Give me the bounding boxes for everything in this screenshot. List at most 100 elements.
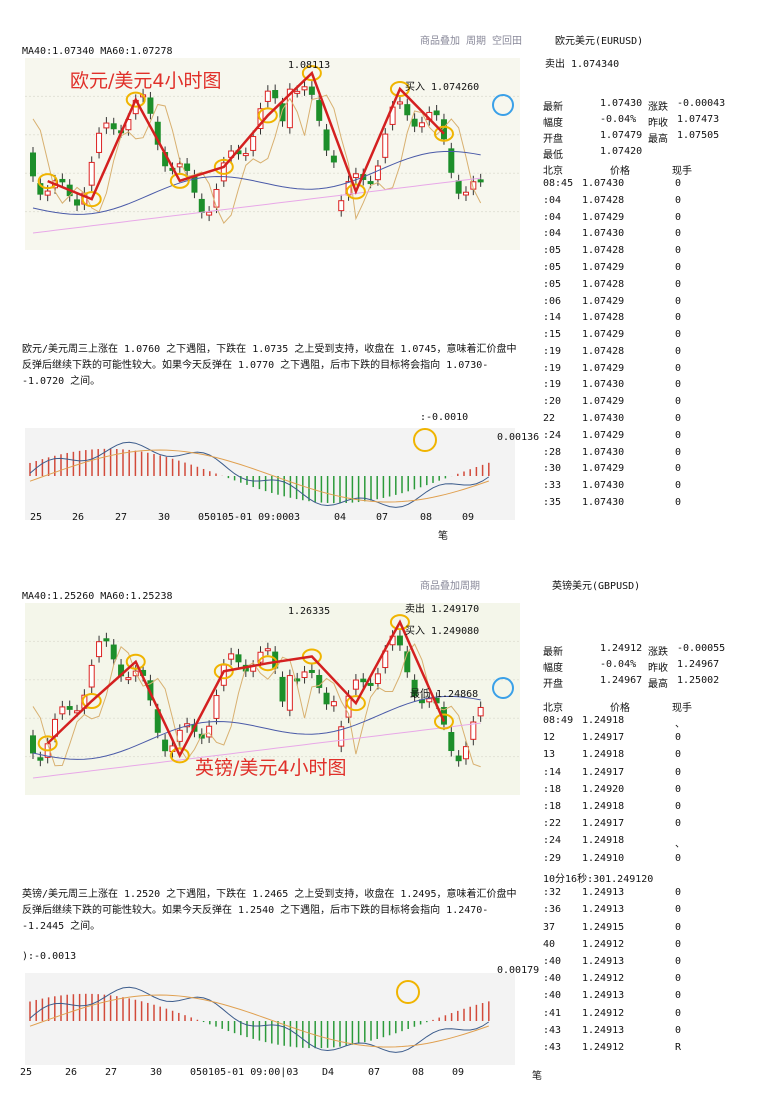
tick-cell: 1.24915 (582, 921, 625, 933)
tick-cell: :28 (543, 446, 562, 458)
marker-circle (389, 80, 410, 97)
annotation: 1.26335 (288, 606, 331, 617)
ma-line (32, 150, 481, 215)
tick-cell: 1.24917 (582, 732, 625, 744)
tick-cell: 1.07428 (582, 312, 625, 324)
x-label: 09 (452, 1067, 465, 1078)
x-label: 08 (420, 512, 433, 523)
quote-cell: 昨收 (648, 118, 668, 129)
candle (411, 679, 418, 697)
x-label: 04 (334, 512, 347, 523)
quote-cell: 最高 (648, 134, 668, 145)
candle (250, 136, 257, 151)
tick-cell: 0 (675, 766, 682, 778)
marker-circle (213, 158, 234, 175)
candle (301, 86, 308, 91)
tick-cell: 1.07430 (582, 178, 625, 189)
tick-cell: :19 (543, 345, 562, 357)
tick-cell: 0 (675, 463, 682, 475)
ma-label: MA40:1.25260 MA60:1.25238 (22, 591, 173, 602)
candle (360, 678, 367, 683)
ma-label: MA40:1.07340 MA60:1.07278 (22, 46, 173, 57)
tick-cell: 0 (675, 732, 682, 744)
tick-cell: 1.07429 (582, 463, 625, 475)
tick-cell: :04 (543, 228, 562, 240)
tick-cell: 0 (675, 413, 682, 425)
candle (147, 97, 154, 114)
macd-line (29, 994, 489, 1048)
quote-cell: 最新 (543, 647, 563, 658)
candle (88, 161, 95, 186)
ticks-header: 价格 (610, 166, 630, 177)
tick-cell: :14 (543, 766, 562, 778)
x-label: D4 (322, 1067, 335, 1078)
quote-cell: 最低 (543, 150, 563, 161)
candle (286, 675, 293, 711)
candle (30, 152, 36, 177)
tick-cell: 、 (675, 719, 685, 730)
tick-cell: 、 (675, 839, 685, 851)
x-label: 30 (150, 1067, 163, 1078)
macd-area (25, 973, 515, 1065)
footer: 笔 (438, 531, 448, 542)
x-label: 25 (30, 512, 43, 523)
candle (404, 651, 411, 673)
candle (418, 122, 425, 128)
marker-circle (345, 695, 366, 712)
toolbar: 商品叠加 周期 空回田 (420, 36, 523, 47)
tick-cell: 1.07430 (582, 379, 625, 391)
tick-cell: :43 (543, 1024, 562, 1036)
marker-circle (213, 663, 234, 680)
marker-circle (301, 648, 322, 665)
footer: 笔 (532, 1071, 542, 1082)
marker-circle (257, 107, 278, 124)
quote-cell: -0.00055 (677, 643, 726, 654)
candle (235, 654, 242, 663)
candle (352, 679, 359, 690)
tick-cell: :06 (543, 295, 562, 307)
candle (242, 153, 249, 157)
ma-line (32, 695, 481, 760)
candle (374, 673, 381, 684)
candle (440, 119, 447, 140)
tick-cell: :32 (543, 887, 562, 899)
candle (206, 725, 213, 738)
tick-cell: 08:49 (543, 715, 574, 726)
candle (396, 635, 403, 646)
tick-cell: 1.07429 (582, 261, 625, 273)
candle (352, 173, 359, 179)
tick-cell: 0 (675, 245, 682, 257)
chart-area (25, 58, 520, 250)
commentary: 英镑/美元周三上涨在 1.2520 之下遇阻，下跌在 1.2465 之上受到支持… (22, 889, 517, 932)
tick-cell: :40 (543, 990, 562, 1002)
candle (426, 698, 433, 703)
marker-circle (169, 172, 190, 189)
tick-cell: 0 (675, 801, 682, 813)
candle (470, 721, 477, 740)
candle (308, 86, 315, 95)
marker-circle (81, 191, 102, 208)
candle (184, 163, 191, 171)
tick-cell: 0 (675, 497, 682, 508)
tick-cell: :20 (543, 396, 562, 408)
quote-cell: 最新 (543, 102, 563, 113)
x-label: 07 (376, 512, 389, 523)
tick-cell: 1.24912 (582, 938, 625, 950)
tick-cell: 1.07430 (582, 497, 625, 508)
marker-circle (257, 655, 278, 672)
tick-cell: 1.07429 (582, 396, 625, 408)
candle (88, 664, 95, 688)
tick-cell: :18 (543, 801, 562, 813)
tick-cell: 40 (543, 938, 556, 950)
candle (448, 732, 455, 752)
marker-circle (169, 747, 190, 764)
tick-cell: 0 (675, 228, 682, 240)
candle (433, 110, 440, 116)
tick-cell: 0 (675, 396, 682, 408)
candle (382, 133, 389, 158)
tick-cell: 0 (675, 446, 682, 458)
instrument: 英镑美元(GBPUSD) (552, 581, 641, 592)
ma-line (32, 177, 481, 234)
tick-cell: 0 (675, 312, 682, 324)
